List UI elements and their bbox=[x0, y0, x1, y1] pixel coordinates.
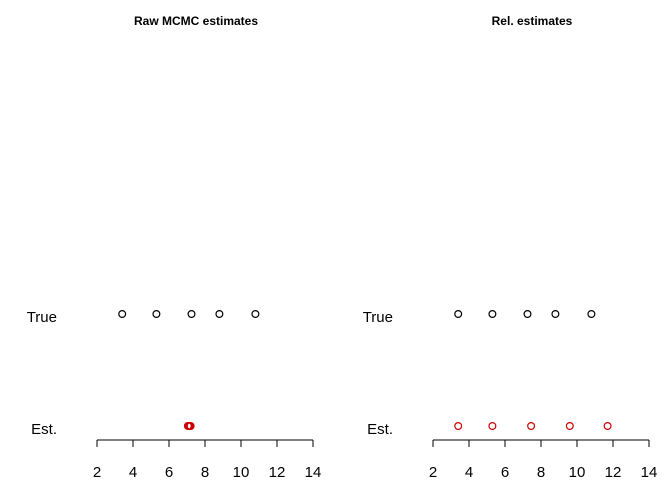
true-point bbox=[215, 310, 224, 319]
x-tick-label: 10 bbox=[233, 464, 250, 480]
est-point bbox=[527, 422, 536, 431]
est-point bbox=[603, 422, 612, 431]
true-point bbox=[488, 310, 497, 319]
row-label-true: True bbox=[363, 309, 393, 326]
true-point bbox=[118, 310, 127, 319]
true-point bbox=[187, 310, 196, 319]
true-point bbox=[523, 310, 532, 319]
x-tick-label: 12 bbox=[269, 464, 286, 480]
true-point bbox=[587, 310, 596, 319]
x-tick-label: 6 bbox=[165, 464, 173, 480]
x-tick-label: 14 bbox=[305, 464, 322, 480]
x-axis: 2 4 6 8 10 12 14 bbox=[93, 439, 322, 480]
true-point bbox=[251, 310, 260, 319]
row-label-est: Est. bbox=[31, 421, 57, 438]
x-axis: 2 4 6 8 10 12 14 bbox=[429, 439, 658, 480]
x-tick-label: 4 bbox=[129, 464, 137, 480]
x-tick-label: 6 bbox=[501, 464, 509, 480]
est-point bbox=[565, 422, 574, 431]
x-tick-label: 2 bbox=[93, 464, 101, 480]
panel-rel-estimates: Rel. estimates True Est. 2 4 6 8 10 12 14 bbox=[363, 14, 658, 480]
true-point bbox=[454, 310, 463, 319]
points bbox=[118, 310, 260, 431]
row-label-true: True bbox=[27, 309, 57, 326]
x-tick-label: 2 bbox=[429, 464, 437, 480]
x-tick-label: 14 bbox=[641, 464, 658, 480]
x-tick-label: 10 bbox=[569, 464, 586, 480]
x-tick-label: 8 bbox=[201, 464, 209, 480]
true-point bbox=[551, 310, 560, 319]
est-point bbox=[185, 422, 194, 431]
panel-raw-mcmc: Raw MCMC estimates True Est. 2 4 6 8 10 12 14 bbox=[27, 14, 322, 480]
points bbox=[454, 310, 612, 431]
est-point bbox=[454, 422, 463, 431]
row-label-est: Est. bbox=[367, 421, 393, 438]
panel-title: Rel. estimates bbox=[492, 14, 573, 28]
x-tick-label: 4 bbox=[465, 464, 473, 480]
x-tick-label: 12 bbox=[605, 464, 622, 480]
est-point bbox=[488, 422, 497, 431]
x-tick-label: 8 bbox=[537, 464, 545, 480]
panel-title: Raw MCMC estimates bbox=[134, 14, 258, 28]
true-point bbox=[152, 310, 161, 319]
